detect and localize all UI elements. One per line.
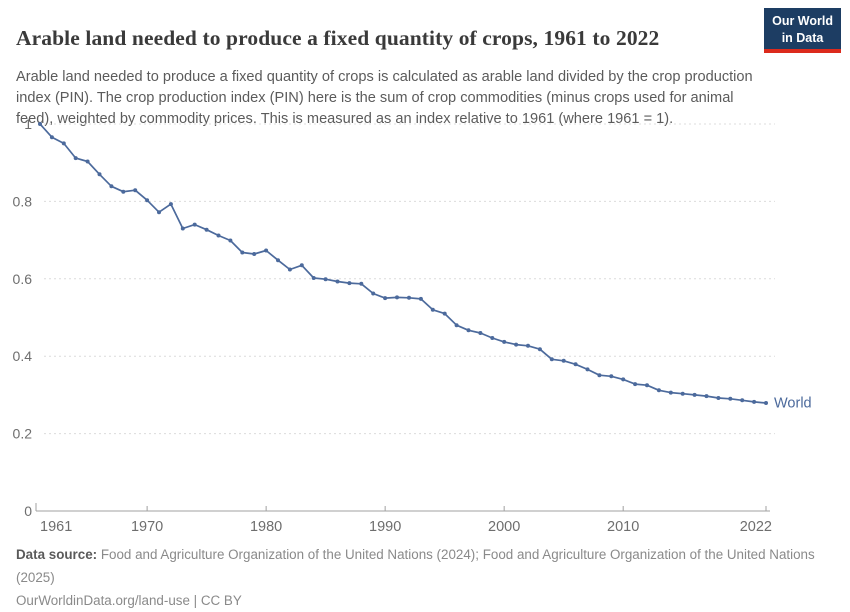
data-point xyxy=(418,296,423,301)
y-axis-label: 0 xyxy=(24,503,32,519)
data-point xyxy=(573,362,578,367)
data-point xyxy=(276,258,280,263)
data-point xyxy=(668,390,673,395)
data-point xyxy=(168,202,173,207)
data-point xyxy=(157,210,161,215)
data-point xyxy=(49,135,54,140)
data-point xyxy=(335,279,340,284)
data-point xyxy=(716,396,721,400)
data-point xyxy=(299,263,304,268)
data-point xyxy=(740,398,745,403)
y-axis-label: 0.2 xyxy=(13,426,33,442)
data-point xyxy=(704,394,709,399)
data-point xyxy=(585,367,590,372)
data-point xyxy=(180,226,185,231)
data-point xyxy=(287,267,292,272)
data-point xyxy=(526,343,530,348)
data-point xyxy=(323,277,328,282)
data-point xyxy=(121,189,126,194)
data-point xyxy=(109,184,114,189)
data-point xyxy=(264,248,269,253)
footer-link[interactable]: OurWorldinData.org/land-use | CC BY xyxy=(16,593,242,608)
chart-subtitle: Arable land needed to produce a fixed qu… xyxy=(16,68,753,127)
data-point xyxy=(240,250,245,255)
x-axis-label: 1980 xyxy=(250,519,282,535)
y-axis-label: 0.6 xyxy=(13,271,33,287)
x-axis-label: 1990 xyxy=(369,519,401,535)
data-point xyxy=(430,307,435,312)
data-point xyxy=(145,198,150,203)
data-point xyxy=(490,336,495,340)
data-point xyxy=(514,342,519,347)
data-point xyxy=(680,391,685,396)
data-source-label: Data source: xyxy=(16,547,98,562)
data-point xyxy=(466,328,471,333)
chart-footer: Data source: Food and Agriculture Organi… xyxy=(16,543,844,612)
page-title: Arable land needed to produce a fixed qu… xyxy=(16,26,660,51)
data-point xyxy=(597,373,602,378)
data-source-text: Food and Agriculture Organization of the… xyxy=(16,547,815,585)
data-point xyxy=(216,233,221,238)
y-axis-label: 0.8 xyxy=(13,193,33,209)
data-point xyxy=(454,323,459,328)
data-point xyxy=(359,281,364,286)
data-point xyxy=(192,222,197,227)
data-point xyxy=(621,377,626,382)
x-axis-label: 2022 xyxy=(740,519,772,535)
data-point xyxy=(383,296,388,301)
x-axis-label: 1970 xyxy=(131,519,163,535)
world-line xyxy=(39,123,767,404)
x-axis-label: 2010 xyxy=(607,519,639,535)
data-point xyxy=(38,122,42,126)
data-point xyxy=(252,252,257,256)
owid-logo-line1: Our World xyxy=(772,14,833,28)
data-point xyxy=(764,401,768,405)
data-point xyxy=(728,396,733,401)
data-point xyxy=(97,172,102,177)
y-axis-label: 1 xyxy=(24,116,32,132)
data-point xyxy=(478,331,483,335)
x-axis-label: 2000 xyxy=(488,519,520,535)
data-point xyxy=(61,141,66,146)
series-end-label: World xyxy=(774,396,812,412)
data-point xyxy=(645,383,649,388)
data-point xyxy=(692,392,697,397)
data-point xyxy=(442,311,447,316)
owid-logo[interactable]: Our World in Data xyxy=(764,8,841,53)
data-point xyxy=(407,295,411,300)
data-point xyxy=(204,227,209,232)
data-point xyxy=(502,339,507,344)
owid-logo-line2: in Data xyxy=(781,30,824,45)
line-chart-svg[interactable]: 0 0.2 0.4 0.6 0.8 1 1961 1970 1980 1990 2000 2010 20… xyxy=(0,105,850,550)
data-point xyxy=(537,347,542,352)
x-axis-label: 1961 xyxy=(40,519,72,535)
data-point xyxy=(609,374,614,379)
data-point xyxy=(311,276,316,280)
data-point xyxy=(85,159,90,164)
data-point xyxy=(656,388,661,393)
data-point xyxy=(347,281,352,286)
data-point xyxy=(561,358,566,363)
y-axis-label: 0.4 xyxy=(13,348,33,364)
data-source-line: Data source: Food and Agriculture Organi… xyxy=(16,543,844,589)
data-point xyxy=(395,295,399,300)
data-point xyxy=(73,156,78,161)
data-point xyxy=(633,382,638,387)
data-point xyxy=(228,238,233,243)
data-point xyxy=(371,291,376,296)
chart-area[interactable]: 0 0.2 0.4 0.6 0.8 1 1961 1970 1980 1990 2000 2010 20… xyxy=(0,105,850,550)
data-point xyxy=(549,357,554,362)
data-point xyxy=(133,188,138,193)
data-point xyxy=(752,399,757,404)
